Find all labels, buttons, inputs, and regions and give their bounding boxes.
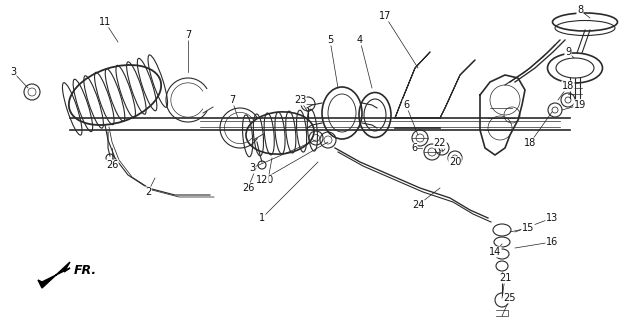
Text: 4: 4 bbox=[357, 35, 363, 45]
Text: 9: 9 bbox=[565, 47, 571, 57]
Text: 11: 11 bbox=[99, 17, 111, 27]
Text: 18: 18 bbox=[562, 81, 574, 91]
Text: 2: 2 bbox=[145, 187, 151, 197]
Text: 6: 6 bbox=[411, 143, 417, 153]
Text: 23: 23 bbox=[294, 95, 306, 105]
Text: 14: 14 bbox=[489, 247, 501, 257]
Text: 25: 25 bbox=[504, 293, 516, 303]
Text: 21: 21 bbox=[499, 273, 511, 283]
Text: 16: 16 bbox=[546, 237, 558, 247]
Text: 15: 15 bbox=[522, 223, 534, 233]
Text: 26: 26 bbox=[242, 183, 254, 193]
Text: 7: 7 bbox=[229, 95, 235, 105]
Text: 26: 26 bbox=[106, 160, 118, 170]
Text: 17: 17 bbox=[379, 11, 391, 21]
Text: 24: 24 bbox=[412, 200, 424, 210]
Text: 10: 10 bbox=[262, 175, 274, 185]
Text: 1: 1 bbox=[259, 213, 265, 223]
Text: 22: 22 bbox=[433, 138, 446, 148]
Text: 13: 13 bbox=[546, 213, 558, 223]
Text: FR.: FR. bbox=[74, 263, 97, 276]
Text: 18: 18 bbox=[524, 138, 536, 148]
Text: 12: 12 bbox=[256, 175, 268, 185]
Text: 20: 20 bbox=[449, 157, 461, 167]
Text: 8: 8 bbox=[577, 5, 583, 15]
Polygon shape bbox=[38, 262, 70, 288]
Text: 5: 5 bbox=[327, 35, 333, 45]
Text: 3: 3 bbox=[10, 67, 16, 77]
Text: 7: 7 bbox=[185, 30, 191, 40]
Text: 19: 19 bbox=[574, 100, 586, 110]
Text: 3: 3 bbox=[249, 163, 255, 173]
Text: 6: 6 bbox=[403, 100, 409, 110]
